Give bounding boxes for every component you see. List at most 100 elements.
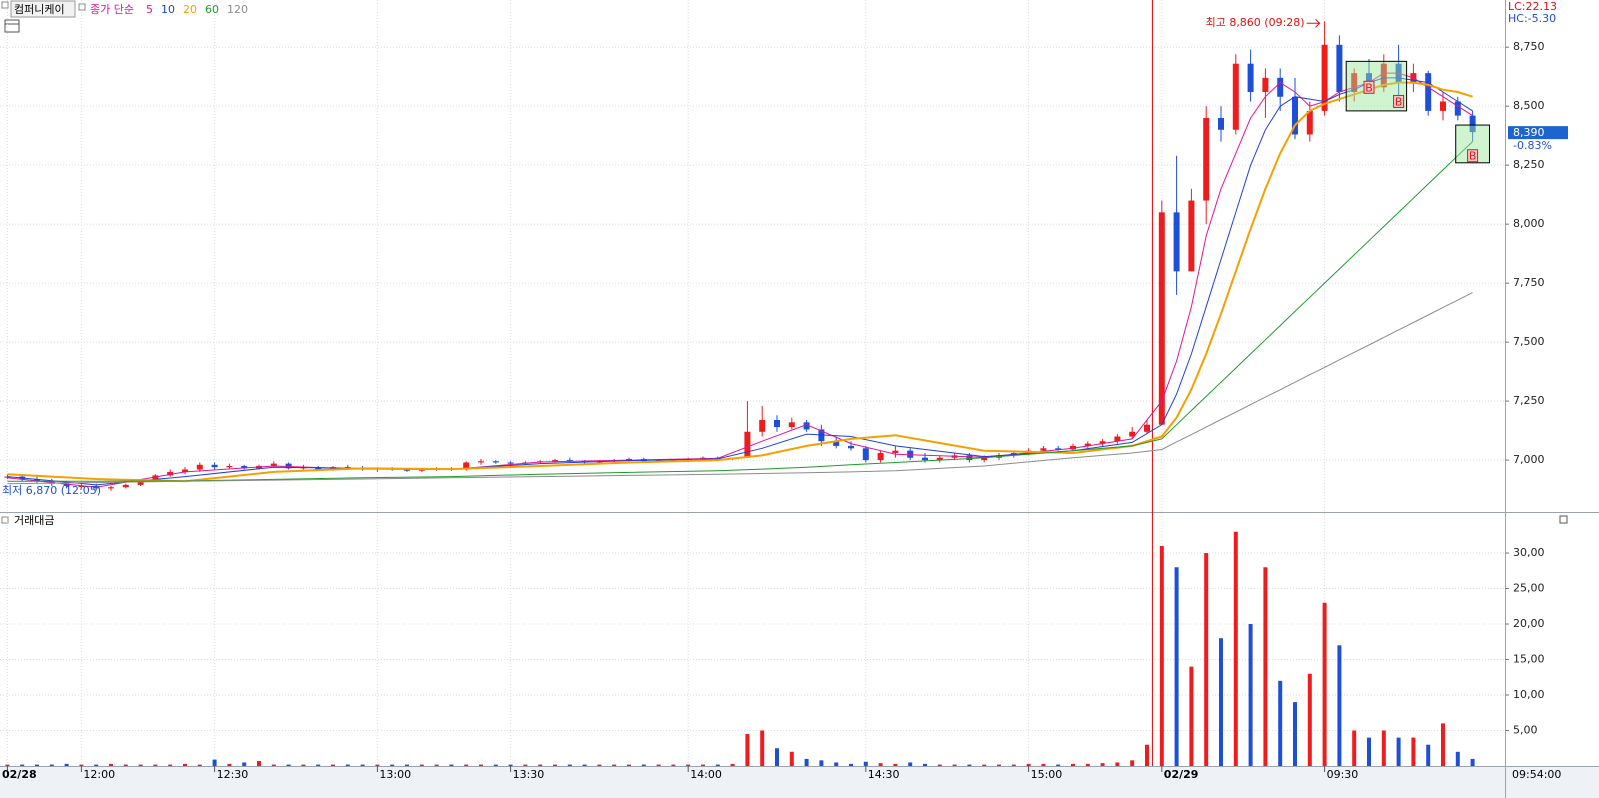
- volume-bar: [257, 761, 261, 766]
- volume-bar: [937, 764, 942, 766]
- volume-bar: [271, 764, 276, 766]
- candle-body: [862, 448, 869, 461]
- candle-body: [1336, 44, 1343, 93]
- time-axis-band: [0, 766, 1599, 798]
- legend-entry: 120: [227, 3, 248, 16]
- candle-body: [315, 467, 322, 470]
- ma-line: [7, 292, 1473, 485]
- volume-bar: [760, 730, 765, 766]
- x-tick-label: 02/28: [2, 768, 37, 781]
- high-arrow: [1306, 18, 1321, 28]
- signal-badge: [1363, 80, 1375, 94]
- low-annotation: 최저 6,870 (12:05): [2, 484, 101, 497]
- signal-badge: [1393, 94, 1405, 108]
- signal-label: B: [1365, 81, 1373, 94]
- volume-bar: [1352, 730, 1357, 766]
- y-tick-label: 8,000: [1513, 217, 1545, 230]
- candle-body: [1321, 44, 1328, 111]
- volume-bar: [479, 764, 483, 766]
- volume-bar: [775, 748, 779, 766]
- volume-bar: [449, 764, 454, 766]
- candle-body: [1158, 212, 1165, 425]
- volume-bar: [1056, 764, 1061, 766]
- volume-bar: [123, 764, 128, 766]
- candle-body: [907, 450, 914, 458]
- candle-body: [463, 462, 470, 470]
- volume-bar: [1367, 737, 1371, 766]
- volume-bar: [419, 764, 424, 766]
- candle-body: [1425, 73, 1432, 111]
- legend-entry: 60: [205, 3, 219, 16]
- candle-body: [1380, 63, 1387, 88]
- candle-body: [1188, 200, 1195, 272]
- volume-bar: [331, 764, 335, 766]
- y-tick-label: 8,500: [1513, 99, 1545, 112]
- volume-bar: [493, 764, 498, 766]
- candle-body: [552, 460, 558, 462]
- y-tick-label: 10,00: [1513, 688, 1545, 701]
- y-tick-label: 7,750: [1513, 276, 1545, 289]
- volume-bar: [878, 763, 883, 766]
- volume-bar: [1085, 763, 1090, 766]
- y-tick-label: 7,500: [1513, 335, 1545, 348]
- panel-icon[interactable]: [1, 1, 9, 9]
- volume-icon[interactable]: [1, 516, 9, 524]
- candle-body: [34, 478, 40, 482]
- volume-bar: [1100, 763, 1105, 766]
- volume-bar: [893, 763, 898, 766]
- volume-bar: [701, 764, 705, 766]
- volume-bar: [360, 764, 365, 766]
- y-tick-label: 8,750: [1513, 40, 1545, 53]
- candle-body: [1232, 63, 1239, 130]
- volume-bar: [656, 764, 661, 766]
- y-tick-label: 15,00: [1513, 653, 1545, 666]
- volume-bar: [553, 764, 557, 766]
- candle-body: [936, 457, 943, 461]
- y-tick-label: 5,00: [1513, 724, 1538, 737]
- volume-bar: [49, 764, 54, 766]
- candle-body: [892, 450, 899, 454]
- volume-bar: [1071, 763, 1075, 766]
- candle-body: [1129, 431, 1136, 437]
- legend-icon[interactable]: [78, 3, 86, 11]
- candle-body: [877, 453, 884, 461]
- close-icon[interactable]: [1559, 515, 1568, 524]
- volume-bar: [242, 762, 247, 766]
- volume-bar: [168, 764, 173, 766]
- volume-bar: [1263, 567, 1268, 766]
- volume-bar: [1130, 760, 1135, 766]
- volume-bar: [1411, 737, 1416, 766]
- volume-bar: [197, 764, 202, 766]
- y-tick-label: 7,250: [1513, 394, 1545, 407]
- candle-body: [803, 422, 810, 430]
- volume-bar: [434, 764, 439, 766]
- candle-body: [1440, 101, 1446, 111]
- candle-body: [108, 487, 114, 489]
- volume-bar: [1248, 624, 1253, 766]
- x-tick-label: 02/29: [1164, 768, 1199, 781]
- candle-body: [1040, 448, 1047, 451]
- legend-entry: 5: [146, 3, 153, 16]
- candle-body: [1469, 115, 1476, 133]
- candle-body: [122, 484, 129, 488]
- volume-bar: [923, 763, 927, 766]
- volume-bar: [849, 763, 853, 766]
- symbol-box[interactable]: [10, 0, 76, 18]
- candle-body: [1114, 436, 1121, 442]
- candle-body: [63, 483, 70, 487]
- candle-body: [1144, 424, 1150, 432]
- table-icon[interactable]: [4, 19, 20, 33]
- candle-body: [78, 486, 85, 488]
- volume-bar: [715, 764, 720, 766]
- candle-body: [1366, 73, 1372, 88]
- volume-bar: [1322, 602, 1327, 766]
- volume-bar: [508, 764, 513, 766]
- volume-bar: [730, 763, 735, 766]
- candle-body: [404, 469, 410, 471]
- legend-entry: 10: [161, 3, 175, 16]
- candle-body: [241, 465, 248, 469]
- volume-bar: [35, 764, 39, 766]
- volume-bar: [1337, 645, 1342, 766]
- x-tick-label: 09:30: [1327, 768, 1359, 781]
